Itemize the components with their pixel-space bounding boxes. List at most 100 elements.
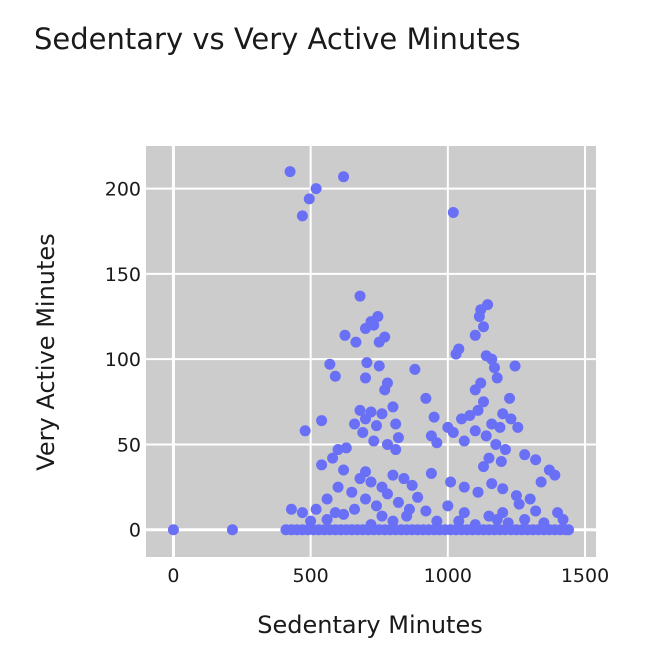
data-point [390,418,402,430]
data-point [469,329,481,341]
y-tick-label: 200 [105,179,141,201]
data-point [494,421,506,433]
data-point [368,435,380,447]
data-point [453,343,465,355]
data-point [379,384,391,396]
data-point [491,372,503,384]
data-point [327,452,339,464]
data-point [285,503,297,515]
data-point [519,449,531,461]
data-point [478,461,489,473]
data-point [483,452,495,464]
data-point [354,290,366,302]
data-point [305,515,317,527]
data-point [338,508,350,520]
data-point [373,360,385,372]
data-point [480,350,492,362]
data-point [349,503,361,515]
data-point [458,435,470,447]
data-point [296,507,308,519]
data-point [469,384,481,396]
data-point [381,438,393,450]
data-point [497,408,509,420]
data-point [510,490,522,502]
data-point [482,299,494,311]
data-point [296,210,308,222]
plot-area [146,146,596,557]
data-point [360,466,372,478]
data-point [535,476,547,488]
data-point [497,483,509,495]
data-point [512,421,524,433]
data-point [368,319,380,331]
data-point [458,507,470,519]
data-point [412,491,424,503]
data-point [431,515,443,527]
data-point [495,455,507,467]
data-point [478,321,489,333]
data-point [370,500,382,512]
data-point [499,444,511,456]
x-axis-title: Sedentary Minutes [257,611,483,639]
data-point [392,496,404,508]
data-point [346,486,358,498]
data-point [373,336,385,348]
x-tick-label: 500 [293,565,329,587]
y-tick-label: 0 [129,520,141,542]
data-point [530,505,542,517]
data-point [284,166,296,178]
data-point [354,404,366,416]
data-point [464,409,476,421]
x-tick-label: 1000 [424,565,472,587]
data-point [390,444,402,456]
data-point [316,415,328,427]
y-tick-label: 50 [117,434,141,456]
x-tick-label: 0 [167,565,179,587]
data-point [350,336,362,348]
data-point [447,427,459,439]
data-point [324,358,336,370]
data-point [406,479,418,491]
data-point [458,481,470,493]
data-point [332,444,344,456]
data-point [339,329,351,341]
data-point [398,473,410,485]
data-point [473,311,485,323]
data-point [557,513,569,525]
data-point [329,507,341,519]
data-point [505,413,517,425]
data-point [299,425,311,437]
data-point [490,438,502,450]
data-point [338,171,350,183]
data-point [321,493,333,505]
data-point [428,411,440,423]
data-point [310,503,322,515]
data-point [420,392,432,404]
data-point [321,513,333,525]
data-point [478,396,489,408]
data-point [360,372,372,384]
data-point [365,476,377,488]
data-point [329,370,341,382]
data-point [472,486,484,498]
y-tick-label: 150 [105,264,141,286]
data-point [483,510,495,522]
data-point [431,437,443,449]
data-point [442,500,454,512]
data-point [310,183,322,195]
data-point [303,193,315,205]
data-point [447,207,459,219]
data-point [563,524,575,536]
data-point [425,467,437,479]
data-point [332,481,344,493]
data-point [509,360,521,372]
data-point [387,401,399,413]
data-point [519,513,531,525]
data-point [392,432,404,444]
data-point [480,430,492,442]
data-point [381,488,393,500]
data-point [360,493,372,505]
data-point [226,524,238,536]
data-point [360,322,372,334]
data-point [360,413,372,425]
